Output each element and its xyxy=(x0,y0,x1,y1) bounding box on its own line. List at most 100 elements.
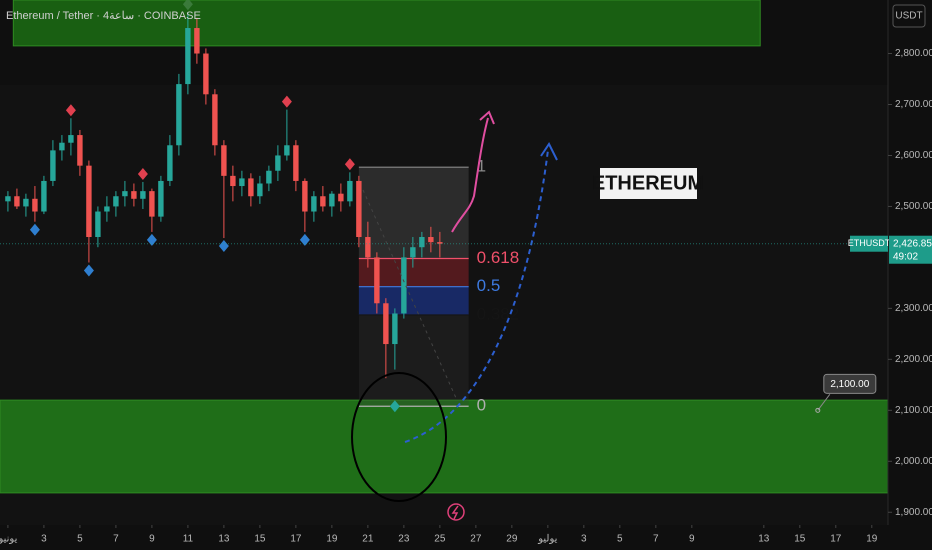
pivot-marker xyxy=(389,400,400,413)
candle-body xyxy=(59,142,65,151)
x-tick-label: 27 xyxy=(470,534,482,545)
y-tick-label: 2,000.00 xyxy=(895,456,932,467)
circle-highlight xyxy=(351,372,447,502)
fib-band xyxy=(358,167,469,259)
x-tick-label: 5 xyxy=(617,534,623,545)
y-tick-label: 2,800.00 xyxy=(895,48,932,59)
candle-body xyxy=(302,180,308,212)
candle-body xyxy=(419,237,425,248)
y-tick-label: 2,300.00 xyxy=(895,303,932,314)
alert-bolt xyxy=(451,505,459,520)
candle-body xyxy=(347,180,353,202)
price-note-leader xyxy=(817,394,831,411)
candle-body xyxy=(392,313,398,345)
x-tick-label: 15 xyxy=(794,534,806,545)
pivot-marker xyxy=(218,240,229,253)
pivot-marker xyxy=(83,264,94,277)
fib-label: 0.5 xyxy=(477,276,501,295)
x-tick-label: يوليو xyxy=(537,534,557,545)
pivot-marker xyxy=(137,167,148,180)
x-tick-label: 17 xyxy=(830,534,842,545)
price-note-label: 2,100.00 xyxy=(830,379,869,390)
candle-body xyxy=(23,198,29,207)
price-note-box xyxy=(823,373,877,394)
x-tick-label: 17 xyxy=(290,534,302,545)
candle-body xyxy=(437,242,443,244)
pivot-marker xyxy=(299,233,310,246)
fib-label: 0.618 xyxy=(477,248,520,267)
fib-band xyxy=(358,314,469,407)
pivot-marker xyxy=(65,104,76,117)
candle-body xyxy=(95,211,101,238)
alert-icon[interactable] xyxy=(447,503,465,521)
x-tick-label: 9 xyxy=(149,534,155,545)
candle-body xyxy=(329,193,335,207)
zone xyxy=(12,0,761,47)
x-tick-label: 19 xyxy=(326,534,338,545)
x-tick-label: 13 xyxy=(218,534,230,545)
chart-title: Ethereum / Tether · 4ساعة · COINBASE xyxy=(6,10,201,22)
x-tick-label: 19 xyxy=(866,534,878,545)
x-tick-label: 11 xyxy=(183,534,194,545)
pivot-marker xyxy=(281,95,292,108)
x-tick-label: 25 xyxy=(434,534,446,545)
candle-body xyxy=(41,180,47,212)
x-tick-label: 21 xyxy=(362,534,374,545)
candle-body xyxy=(131,191,137,199)
symbol-box xyxy=(850,235,888,252)
candle-body xyxy=(77,135,83,166)
candle-body xyxy=(356,180,362,238)
x-tick-label: 13 xyxy=(758,534,770,545)
x-tick-label: 9 xyxy=(689,534,695,545)
x-tick-label: يونيو xyxy=(0,534,18,545)
candle-body xyxy=(275,155,281,171)
candle-body xyxy=(374,257,380,304)
candle-body xyxy=(86,165,92,238)
last-price-label: 2,426.85 xyxy=(893,238,932,249)
candle-body xyxy=(239,178,245,187)
candle-body xyxy=(149,191,155,217)
candle-body xyxy=(311,196,317,212)
annotation-box xyxy=(600,168,697,199)
candle-body xyxy=(104,206,110,212)
candle-body xyxy=(158,180,164,217)
y-tick-label: 2,200.00 xyxy=(895,354,932,365)
candle-body xyxy=(320,196,326,207)
candle-body xyxy=(221,145,227,176)
blue-arrow xyxy=(404,149,549,443)
pivot-marker xyxy=(344,158,355,171)
blue-arrow-head xyxy=(540,142,558,161)
annotation: ETHEREUM xyxy=(592,172,704,194)
x-tick-label: 15 xyxy=(254,534,266,545)
candle-body xyxy=(383,303,389,345)
candle-body xyxy=(50,150,56,181)
trend-dash xyxy=(362,189,457,399)
countdown: 49:02 xyxy=(893,251,918,262)
candle-body xyxy=(167,145,173,181)
x-tick-label: 3 xyxy=(41,534,47,545)
unit-label: USDT xyxy=(895,11,922,22)
candle-body xyxy=(284,145,290,156)
x-tick-label: 7 xyxy=(113,534,119,545)
x-tick-label: 5 xyxy=(77,534,83,545)
pivot-marker xyxy=(29,223,40,236)
last-price-box xyxy=(889,235,932,264)
candle-body xyxy=(113,196,119,207)
x-tick-label: 29 xyxy=(506,534,518,545)
axes: 1,900.00 2,000.00 2,100.00 2,200.00 2,300.00… xyxy=(0,48,932,544)
y-tick-label: 2,700.00 xyxy=(895,99,932,110)
candle-body xyxy=(68,135,74,143)
pivot-markers xyxy=(29,0,400,413)
y-tick-label: 2,500.00 xyxy=(895,201,932,212)
candle-body xyxy=(248,178,254,197)
candle-body xyxy=(401,257,407,314)
fib-label: 1 xyxy=(477,157,486,176)
symbol-label: ETHUSDT xyxy=(848,238,891,248)
x-tick-label: 23 xyxy=(398,534,410,545)
candle-body xyxy=(176,84,182,146)
fib-label: 0.382 xyxy=(477,304,520,323)
y-tick-label: 2,600.00 xyxy=(895,150,932,161)
y-tick-label: 2,100.00 xyxy=(895,405,932,416)
pivot-marker xyxy=(182,0,193,11)
